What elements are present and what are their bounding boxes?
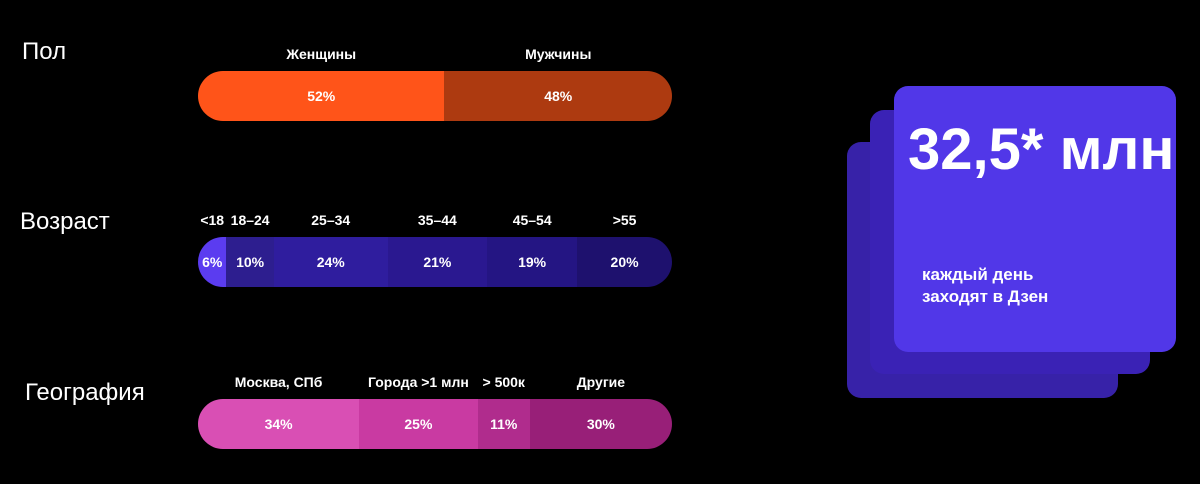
geography-title: География xyxy=(25,379,145,406)
geography-bar: 34% 25% 11% 30% xyxy=(198,399,672,449)
age-segment: 24% xyxy=(273,237,388,287)
age-category-label: 35–44 xyxy=(417,212,457,228)
geography-category-label: Другие xyxy=(576,374,626,390)
gender-segment: 52% xyxy=(198,71,445,121)
age-category-label: >55 xyxy=(612,212,637,228)
age-segment: 21% xyxy=(387,237,488,287)
geography-category-label: > 500к xyxy=(482,374,525,390)
gender-segment: 48% xyxy=(444,71,672,121)
age-category-label: 45–54 xyxy=(512,212,552,228)
audience-number: 32,5* млн xyxy=(908,117,1175,182)
age-category-label: 18–24 xyxy=(230,212,270,228)
gender-title: Пол xyxy=(22,38,67,65)
age-segment: 6% xyxy=(198,237,227,287)
age-segment: 19% xyxy=(487,237,578,287)
age-segment: 20% xyxy=(577,237,672,287)
geography-segment: 34% xyxy=(198,399,360,449)
gender-category-label: Женщины xyxy=(286,46,357,62)
age-category-label: 25–34 xyxy=(311,212,351,228)
age-category-label: <18 xyxy=(200,212,225,228)
geography-segment: 11% xyxy=(477,399,530,449)
geography-category-label: Города >1 млн xyxy=(367,374,469,390)
geography-segment: 30% xyxy=(529,399,672,449)
gender-category-label: Мужчины xyxy=(525,46,592,62)
age-title: Возраст xyxy=(20,208,110,235)
geography-segment: 25% xyxy=(359,399,478,449)
stat-card: 32,5* млн каждый день заходят в Дзен xyxy=(894,86,1176,352)
gender-bar: 52% 48% xyxy=(198,71,672,121)
audience-caption: каждый день заходят в Дзен xyxy=(922,264,1048,308)
age-segment: 10% xyxy=(226,237,274,287)
age-bar: 6% 10% 24% 21% 19% 20% xyxy=(198,237,672,287)
caption-line-1: каждый день xyxy=(922,265,1034,284)
caption-line-2: заходят в Дзен xyxy=(922,287,1049,306)
geography-category-label: Москва, СПб xyxy=(234,374,323,390)
